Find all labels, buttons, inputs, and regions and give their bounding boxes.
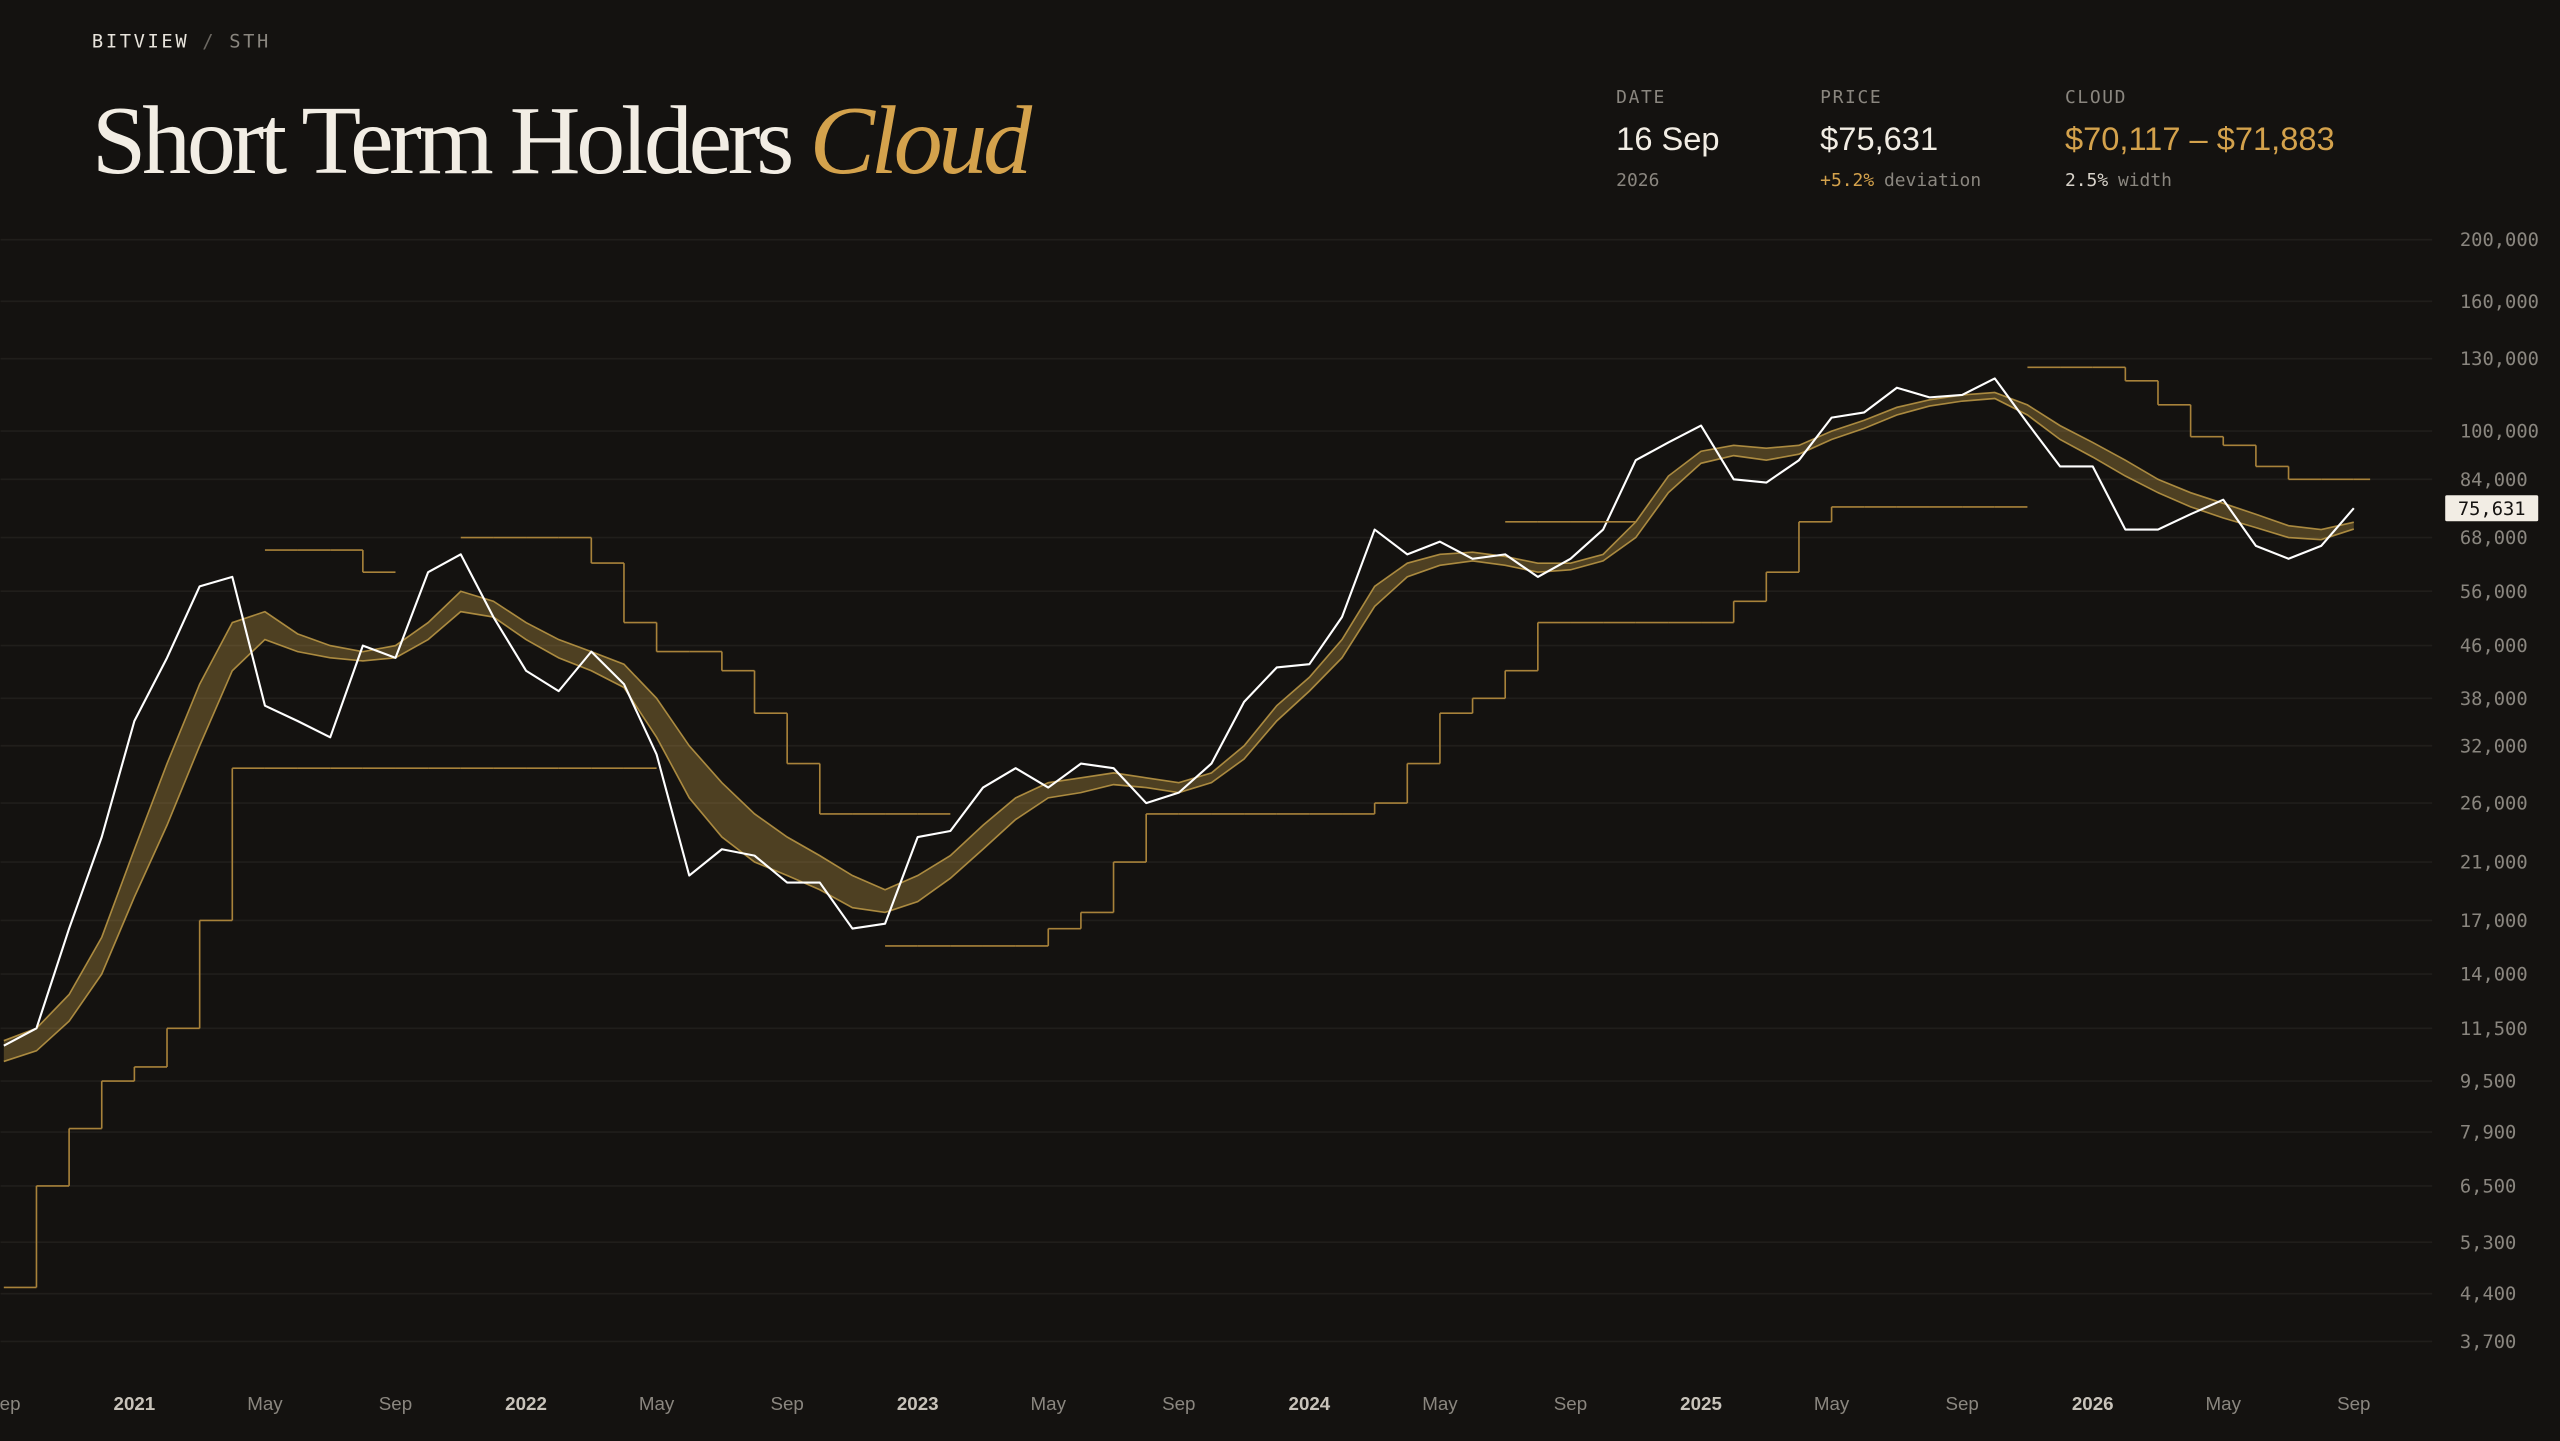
- x-tick-label: May: [1422, 1393, 1458, 1414]
- title-accent: Cloud: [810, 87, 1033, 195]
- x-tick-label: May: [2206, 1393, 2242, 1414]
- x-tick-label: 2023: [897, 1393, 939, 1414]
- price-tag-box: [2445, 495, 2539, 522]
- x-tick-label: 2024: [1289, 1393, 1331, 1414]
- y-tick-label: 5,300: [2460, 1233, 2516, 1254]
- y-tick-label: 68,000: [2460, 528, 2528, 549]
- x-tick-label: May: [247, 1393, 283, 1414]
- breadcrumb-sep: /: [202, 31, 216, 52]
- width-label: width: [2118, 170, 2172, 191]
- title-main: Short Term Holders: [92, 87, 791, 195]
- stat-value: $70,117 – $71,883: [2065, 120, 2335, 157]
- stat-value: $75,631: [1820, 120, 1938, 157]
- stat-label: CLOUD: [2065, 87, 2127, 108]
- x-tick-label: 2025: [1680, 1393, 1722, 1414]
- x-tick-label: May: [1031, 1393, 1067, 1414]
- title: Short Term Holders Cloud: [92, 87, 1033, 195]
- x-tick-label: 2026: [2072, 1393, 2114, 1414]
- price-tag: 75,631: [2458, 499, 2526, 520]
- x-tick-label: Sep: [379, 1393, 412, 1414]
- stat-sub: 2026: [1616, 170, 1659, 191]
- x-tick-label: 2022: [505, 1393, 547, 1414]
- y-tick-label: 160,000: [2460, 292, 2539, 313]
- axes: 200,000 160,000 130,000 100,000 84,000 68,000…: [0, 230, 2539, 1414]
- plot-area: [3, 366, 2371, 1289]
- y-tick-label: 130,000: [2460, 349, 2539, 370]
- y-tick-label: 32,000: [2460, 736, 2528, 757]
- y-tick-label: 100,000: [2460, 422, 2539, 443]
- cloud-area: [3, 392, 2354, 1062]
- price-line: [3, 377, 2355, 1047]
- deviation-value: +5.2%: [1820, 170, 1874, 191]
- x-tick-label: Sep: [1945, 1393, 1978, 1414]
- x-tick-label: 2021: [114, 1393, 156, 1414]
- stat-sub: 2.5% width: [2065, 170, 2172, 191]
- x-tick-label: Sep: [0, 1393, 21, 1414]
- width-value: 2.5%: [2065, 170, 2108, 191]
- deviation-label: deviation: [1884, 170, 1981, 191]
- stat-value: 16 Sep: [1616, 120, 1719, 157]
- y-tick-label: 14,000: [2460, 965, 2528, 986]
- x-tick-label: Sep: [770, 1393, 803, 1414]
- breadcrumb-root: BITVIEW: [92, 31, 189, 52]
- y-tick-label: 4,400: [2460, 1284, 2516, 1305]
- y-tick-label: 21,000: [2460, 853, 2528, 874]
- stat-sub: +5.2% deviation: [1820, 170, 1981, 191]
- y-tick-label: 9,500: [2460, 1072, 2516, 1093]
- stat-label: PRICE: [1820, 87, 1882, 108]
- x-tick-label: May: [1814, 1393, 1850, 1414]
- y-tick-label: 11,500: [2460, 1019, 2528, 1040]
- y-tick-label: 200,000: [2460, 230, 2539, 251]
- x-tick-label: Sep: [2337, 1393, 2370, 1414]
- y-tick-label: 46,000: [2460, 636, 2528, 657]
- grid: [0, 238, 2433, 1343]
- y-tick-label: 84,000: [2460, 470, 2528, 491]
- y-tick-label: 7,900: [2460, 1123, 2516, 1144]
- breadcrumb-page: STH: [229, 31, 271, 52]
- y-tick-label: 56,000: [2460, 582, 2528, 603]
- x-tick-label: May: [639, 1393, 675, 1414]
- x-tick-label: Sep: [1162, 1393, 1195, 1414]
- y-tick-label: 38,000: [2460, 689, 2528, 710]
- breadcrumb: BITVIEW / STH: [92, 31, 271, 52]
- stat-label: DATE: [1616, 87, 1666, 108]
- y-tick-label: 17,000: [2460, 911, 2528, 932]
- y-tick-label: 6,500: [2460, 1176, 2516, 1197]
- y-tick-label: 26,000: [2460, 794, 2528, 815]
- y-tick-label: 3,700: [2460, 1332, 2516, 1353]
- x-tick-label: Sep: [1554, 1393, 1587, 1414]
